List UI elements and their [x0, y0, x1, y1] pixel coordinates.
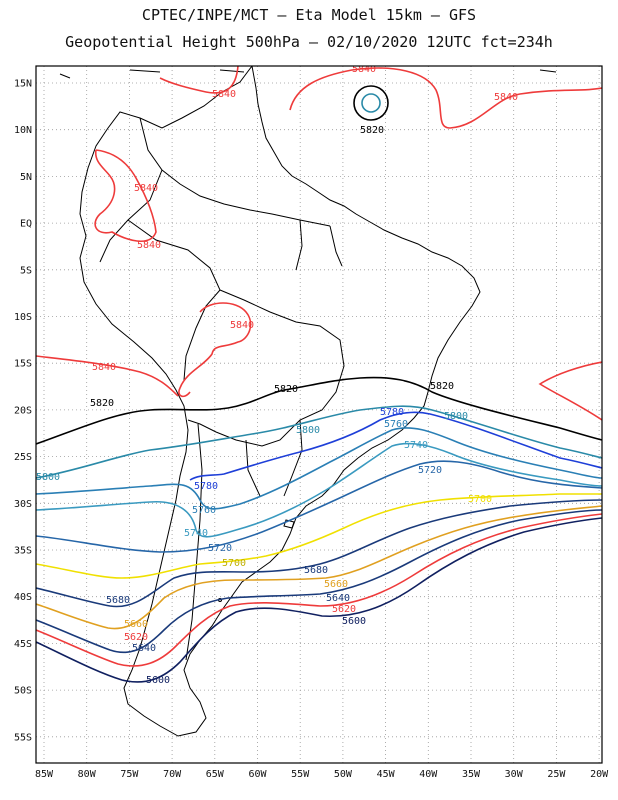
label-5840-b: 5840: [352, 64, 376, 75]
caribbean-islands: [59, 69, 557, 79]
contour-5640: [36, 509, 602, 654]
lat-tick-label: 10N: [14, 125, 32, 136]
contour-5720: [36, 460, 602, 553]
lon-tick-label: 80W: [78, 769, 97, 780]
label-5820-c: 5820: [430, 381, 454, 392]
label-5840-g: 5840: [92, 362, 116, 373]
lat-tick-label: 40S: [14, 592, 32, 603]
label-5820-b: 5820: [274, 384, 298, 395]
label-5780-b: 5780: [194, 481, 218, 492]
label-5620-b: 5620: [124, 632, 148, 643]
lon-tick-label: 25W: [547, 769, 566, 780]
lon-tick-label: 65W: [206, 769, 225, 780]
label-5840-a: 5840: [212, 89, 236, 100]
lon-tick-label: 35W: [462, 769, 481, 780]
lon-tick-label: 60W: [248, 769, 267, 780]
label-5700-b: 5700: [222, 558, 246, 569]
label-5680-b: 5680: [106, 595, 130, 606]
label-5660-a: 5660: [324, 579, 348, 590]
lat-tick-label: 45S: [14, 639, 32, 650]
map-title-line2: Geopotential Height 500hPa – 02/10/2020 …: [65, 33, 553, 51]
label-5720-b: 5720: [208, 543, 232, 554]
contour-labels: 5840 5840 5840 5820 5840 5840 5840 5840 …: [36, 64, 518, 686]
lat-tick-label: 30S: [14, 499, 32, 510]
longitude-labels: 85W 80W 75W 70W 65W 60W 55W 50W 45W 40W 35W 30W 25W 2…: [35, 769, 609, 780]
contour-layer: [36, 66, 602, 683]
lat-tick-label: EQ: [20, 219, 32, 230]
label-5740-b: 5740: [184, 528, 208, 539]
lat-tick-label: 15S: [14, 359, 32, 370]
coastline: [59, 66, 557, 737]
map-title-line1: CPTEC/INPE/MCT – Eta Model 15km – GFS: [141, 6, 477, 24]
lon-tick-label: 30W: [505, 769, 524, 780]
falklands: [283, 519, 295, 529]
contour-5820: [36, 376, 602, 445]
lon-tick-label: 75W: [120, 769, 139, 780]
lon-tick-label: 45W: [377, 769, 396, 780]
lat-tick-label: 15N: [14, 79, 32, 90]
contour-5760: [36, 427, 602, 510]
lat-tick-label: 5S: [20, 265, 32, 276]
lat-tick-label: 20S: [14, 405, 32, 416]
label-5840-d: 5840: [134, 183, 158, 194]
lat-tick-label: 55S: [14, 732, 32, 743]
lon-tick-label: 20W: [590, 769, 609, 780]
label-5820-d: 5820: [90, 398, 114, 409]
contour-5600: [36, 517, 602, 683]
label-5700-a: 5700: [468, 494, 492, 505]
contour-5800-ring: [361, 93, 381, 113]
contour-5680: [36, 499, 602, 608]
contour-5840-west: [36, 355, 179, 397]
lon-tick-label: 70W: [163, 769, 182, 780]
lat-tick-label: 25S: [14, 452, 32, 463]
lon-tick-label: 40W: [419, 769, 438, 780]
lon-tick-label: 85W: [35, 769, 54, 780]
label-5800-c: 5800: [36, 472, 60, 483]
label-5840-f: 5840: [230, 320, 254, 331]
label-5740-a: 5740: [404, 440, 428, 451]
label-5840-e: 5840: [137, 240, 161, 251]
lat-tick-label: 5N: [20, 172, 32, 183]
contour-5840-north: [159, 66, 602, 129]
contour-5840-amazon: [94, 149, 157, 242]
label-5840-c: 5840: [494, 92, 518, 103]
country-borders: [99, 117, 345, 661]
graticule: [36, 66, 602, 763]
label-5780-a: 5780: [380, 407, 404, 418]
label-5820-a: 5820: [360, 125, 384, 136]
contour-5700: [36, 493, 602, 579]
label-5720-a: 5720: [418, 465, 442, 476]
label-5600-a: 5600: [342, 616, 366, 627]
contour-5800: [36, 405, 602, 479]
label-5640-a: 5640: [326, 593, 350, 604]
contour-5840-inner: [178, 302, 252, 398]
south-america-coast: [79, 66, 481, 737]
label-5680-a: 5680: [304, 565, 328, 576]
label-5760-b: 5760: [192, 505, 216, 516]
label-5600-b: 5600: [146, 675, 170, 686]
contour-5780: [189, 411, 602, 481]
latitude-labels: 15N 10N 5N EQ 5S 10S 15S 20S 25S 30S 35S 40S 45S 50S 5…: [14, 79, 32, 744]
contour-5820-ring: [353, 85, 389, 121]
label-5800-a: 5800: [444, 411, 468, 422]
label-5620-a: 5620: [332, 604, 356, 615]
lat-tick-label: 10S: [14, 312, 32, 323]
label-5760-a: 5760: [384, 419, 408, 430]
contour-5620: [36, 513, 602, 667]
lat-tick-label: 50S: [14, 686, 32, 697]
label-5640-b: 5640: [132, 643, 156, 654]
lon-tick-label: 50W: [334, 769, 353, 780]
lon-tick-label: 55W: [291, 769, 310, 780]
contour-5840-east: [538, 361, 602, 421]
label-5800-b: 5800: [296, 425, 320, 436]
contour-5660: [36, 505, 602, 630]
lat-tick-label: 35S: [14, 546, 32, 557]
map-frame: [35, 65, 603, 764]
contour-5740: [36, 442, 602, 538]
label-5660-b: 5660: [124, 619, 148, 630]
